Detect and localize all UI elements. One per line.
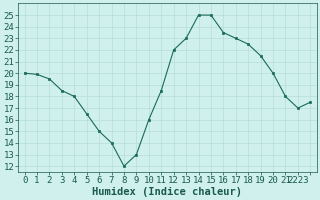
X-axis label: Humidex (Indice chaleur): Humidex (Indice chaleur): [92, 186, 243, 197]
